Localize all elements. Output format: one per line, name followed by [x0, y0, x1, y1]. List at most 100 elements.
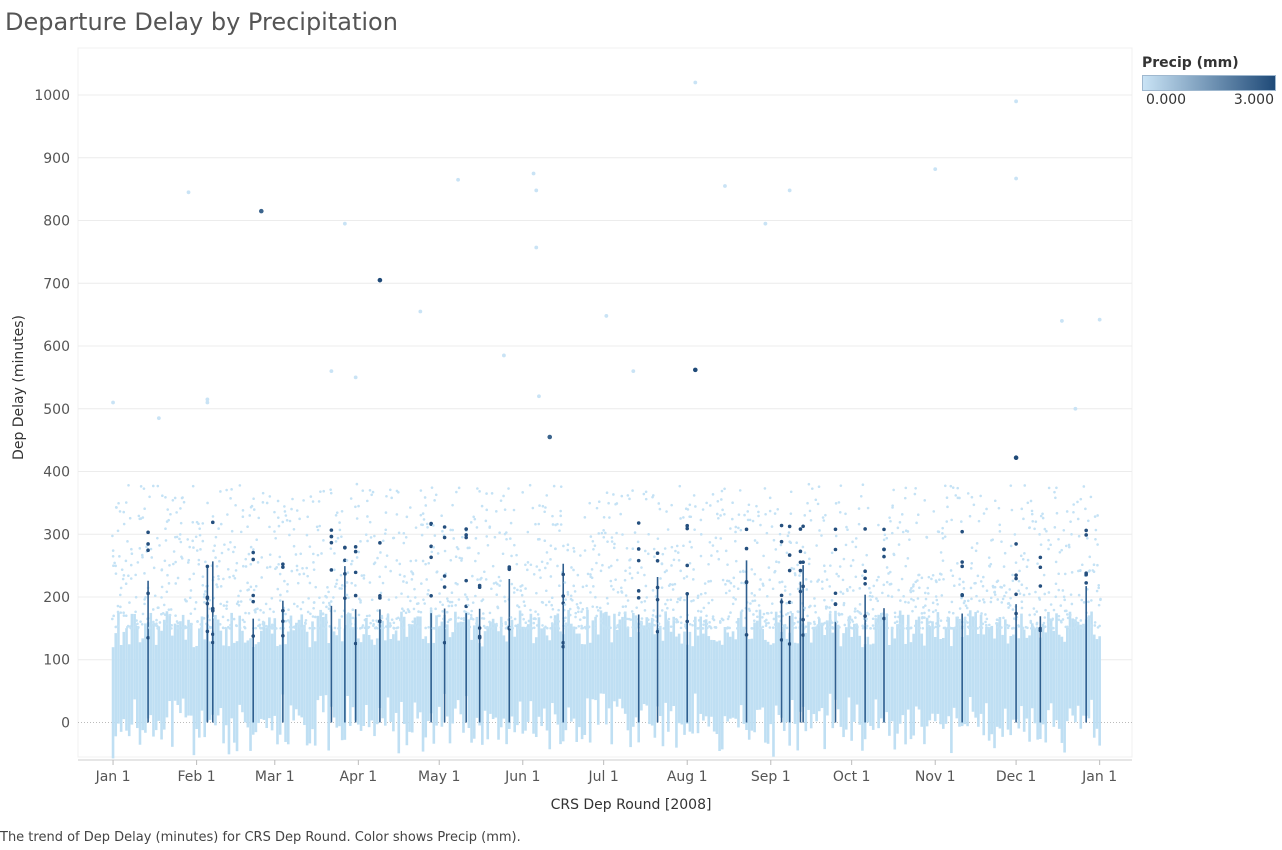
data-point	[389, 625, 392, 628]
data-point	[582, 586, 585, 589]
data-point	[720, 498, 723, 501]
data-point	[759, 578, 762, 581]
day-dense-band	[699, 617, 702, 714]
data-point	[577, 574, 580, 577]
data-point	[786, 627, 789, 630]
data-point	[168, 564, 171, 567]
data-point	[474, 560, 477, 563]
data-point	[475, 618, 478, 621]
data-point	[958, 578, 961, 581]
data-point	[1011, 627, 1014, 630]
data-point	[279, 573, 282, 576]
outlier-point	[418, 310, 422, 314]
data-point	[488, 621, 491, 624]
data-point	[703, 607, 706, 610]
data-point	[215, 583, 218, 586]
data-point	[268, 526, 271, 529]
data-point	[591, 577, 594, 580]
day-dense-band	[583, 644, 586, 735]
data-point	[476, 578, 479, 581]
data-point	[476, 487, 479, 490]
data-point	[617, 626, 620, 629]
data-point	[963, 600, 966, 603]
data-point	[274, 537, 277, 540]
data-point	[403, 542, 406, 545]
data-point	[964, 617, 967, 620]
data-point	[559, 515, 562, 518]
outlier-point	[502, 354, 506, 358]
day-dense-band	[988, 628, 991, 741]
data-point	[953, 584, 956, 587]
data-point	[567, 626, 570, 629]
data-point	[597, 609, 600, 612]
data-point	[653, 624, 656, 627]
data-point	[146, 592, 150, 596]
day-dense-band	[783, 626, 786, 731]
data-point	[707, 563, 710, 566]
day-dense-band	[451, 632, 454, 723]
data-point	[778, 615, 781, 618]
day-dense-band	[748, 639, 751, 740]
data-point	[670, 598, 673, 601]
data-point	[762, 584, 765, 587]
data-point	[598, 553, 601, 556]
data-point	[510, 616, 513, 619]
data-point	[767, 622, 770, 625]
data-point	[1066, 625, 1069, 628]
data-point	[270, 626, 273, 629]
day-dense-band	[338, 619, 341, 726]
data-point	[472, 601, 475, 604]
data-point	[876, 624, 879, 627]
day-dense-band	[629, 637, 632, 747]
data-point	[146, 542, 150, 546]
data-point	[202, 575, 205, 578]
data-point	[731, 518, 734, 521]
data-point	[248, 553, 251, 556]
data-point	[164, 496, 167, 499]
data-point	[1035, 610, 1038, 613]
data-point	[748, 609, 751, 612]
data-point	[737, 626, 740, 629]
data-point	[457, 617, 460, 620]
data-point	[522, 618, 525, 621]
data-point	[526, 569, 529, 572]
data-point	[385, 511, 388, 514]
data-point	[230, 488, 233, 491]
data-point	[529, 484, 532, 487]
data-point	[451, 605, 454, 608]
data-point	[592, 548, 595, 551]
data-point	[346, 594, 349, 597]
data-point	[458, 487, 461, 490]
data-point	[735, 560, 738, 563]
data-point	[886, 627, 889, 630]
data-point	[325, 619, 328, 622]
data-point	[898, 543, 901, 546]
data-point	[706, 623, 709, 626]
data-point	[758, 604, 761, 607]
data-point	[797, 611, 800, 614]
data-point	[829, 619, 832, 622]
day-dense-band	[352, 629, 355, 708]
data-point	[214, 621, 217, 624]
data-point	[250, 546, 253, 549]
data-point	[690, 600, 693, 603]
data-point	[553, 618, 556, 621]
day-dense-band	[1082, 624, 1085, 716]
data-point	[957, 623, 960, 626]
data-point	[1090, 496, 1093, 499]
data-point	[126, 540, 129, 543]
data-point	[369, 622, 372, 625]
data-point	[286, 590, 289, 593]
data-point	[254, 627, 257, 630]
data-point	[1044, 609, 1047, 612]
day-dense-band	[1026, 638, 1029, 719]
data-point	[266, 566, 269, 569]
day-dense-band	[128, 644, 131, 736]
day-dense-band	[158, 626, 161, 721]
data-point	[521, 594, 524, 597]
data-point	[742, 627, 745, 630]
data-point	[239, 627, 242, 630]
data-point	[384, 528, 387, 531]
data-point	[1053, 609, 1056, 612]
data-point	[545, 604, 548, 607]
